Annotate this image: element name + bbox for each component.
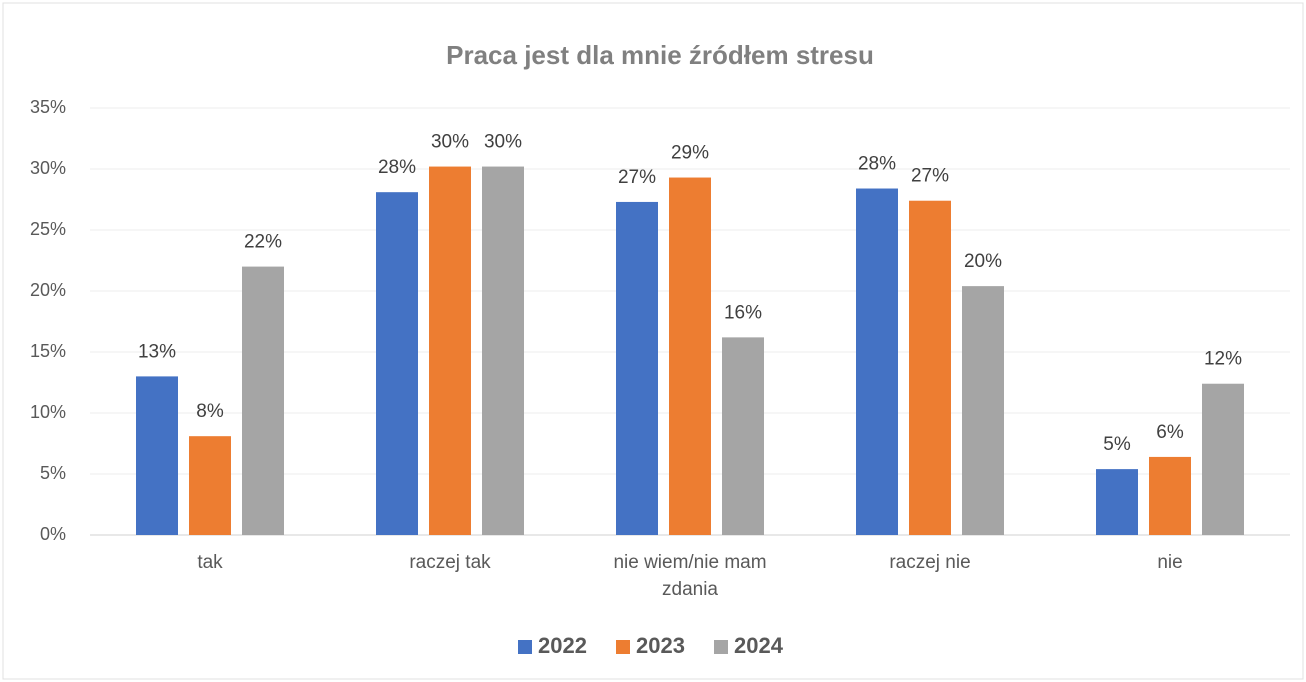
bar [856, 188, 898, 535]
value-label: 27% [911, 166, 949, 187]
y-tick-label: 30% [30, 158, 66, 178]
value-label: 8% [196, 401, 224, 422]
legend-label: 2023 [636, 633, 685, 658]
value-label: 29% [671, 143, 709, 164]
x-tick-label: tak [197, 552, 223, 573]
value-label: 30% [484, 132, 522, 153]
value-label: 20% [964, 251, 1002, 272]
bar [722, 337, 764, 535]
bar [1202, 383, 1244, 535]
value-label: 13% [138, 341, 176, 362]
legend-swatch [518, 640, 532, 654]
bar [136, 376, 178, 535]
x-tick-label: raczej nie [889, 552, 971, 573]
value-label: 16% [724, 302, 762, 323]
bar [909, 200, 951, 535]
value-label: 27% [618, 167, 656, 188]
bar [669, 177, 711, 536]
y-tick-label: 15% [30, 341, 66, 361]
legend-swatch [616, 640, 630, 654]
x-tick-label: nie [1157, 552, 1183, 573]
y-tick-label: 0% [40, 524, 66, 544]
value-label: 30% [431, 132, 469, 153]
value-label: 28% [858, 154, 896, 175]
value-label: 5% [1103, 434, 1131, 455]
y-tick-label: 10% [30, 402, 66, 422]
value-label: 6% [1156, 422, 1184, 443]
bar [242, 266, 284, 535]
bar [616, 201, 658, 535]
bar [1096, 469, 1138, 535]
value-label: 22% [244, 232, 282, 253]
bar [376, 192, 418, 535]
bar [429, 166, 471, 535]
bar [189, 436, 231, 535]
x-tick-label: raczej tak [409, 552, 491, 573]
bar [482, 166, 524, 535]
legend-label: 2024 [734, 633, 784, 658]
y-tick-label: 20% [30, 280, 66, 300]
y-tick-label: 5% [40, 463, 66, 483]
legend-label: 2022 [538, 633, 587, 658]
bar [962, 286, 1004, 535]
value-label: 12% [1204, 349, 1242, 370]
x-tick-label: nie wiem/nie mam zdania [613, 552, 767, 600]
value-label: 28% [378, 157, 416, 178]
chart-title: Praca jest dla mnie źródłem stresu [446, 40, 874, 70]
y-tick-label: 25% [30, 219, 66, 239]
legend-swatch [714, 640, 728, 654]
y-tick-label: 35% [30, 97, 66, 117]
bar [1149, 456, 1191, 535]
